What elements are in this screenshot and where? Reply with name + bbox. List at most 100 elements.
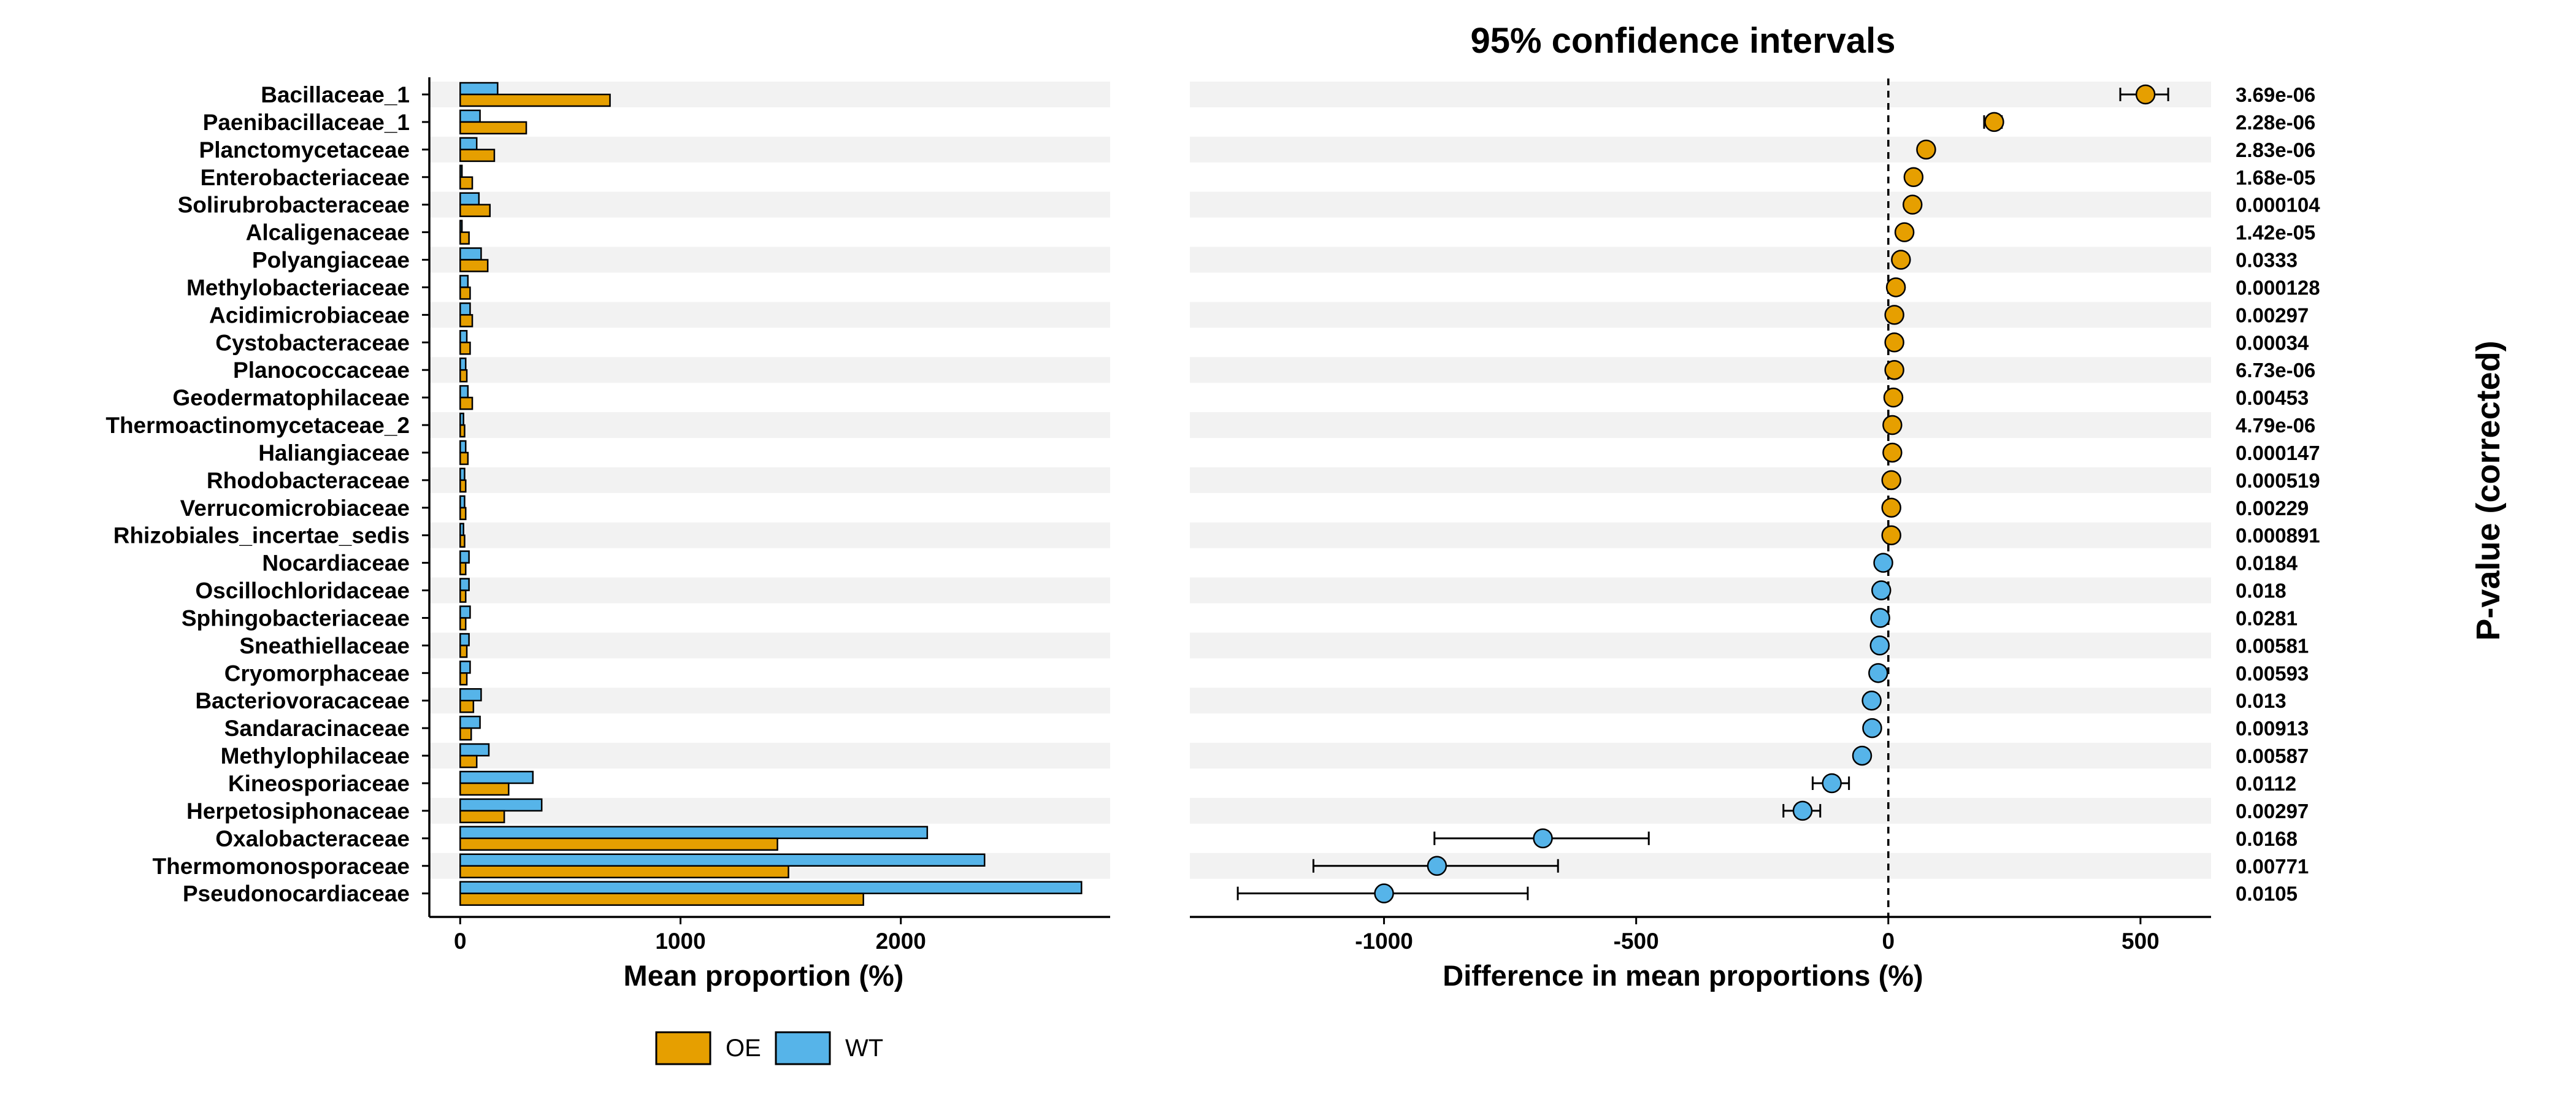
bar-wt [459, 82, 499, 96]
category-label: Bacteriovoracaceae [195, 688, 410, 713]
p-value: 2.28e-06 [2236, 111, 2315, 134]
bar-oe [459, 148, 496, 163]
p-value: 0.0333 [2236, 249, 2298, 272]
bar-oe [459, 645, 468, 658]
row-stripe [429, 191, 1110, 218]
p-value: 1.68e-05 [2236, 166, 2315, 189]
difference-point [1882, 442, 1903, 463]
difference-point [1881, 497, 1901, 518]
category-label: Geodermatophilaceae [172, 385, 410, 410]
p-value: 0.00297 [2236, 304, 2309, 326]
bar-wt [459, 440, 467, 454]
difference-point [1881, 525, 1901, 545]
difference-point [1916, 139, 1936, 160]
row-stripe [429, 797, 1110, 824]
bar-wt [459, 523, 464, 536]
difference-point [1862, 718, 1882, 738]
row-stripe [429, 302, 1110, 328]
bar-oe [459, 93, 611, 107]
bar-wt [459, 550, 470, 564]
category-label: Thermomonosporaceae [153, 854, 410, 879]
row-stripe [1190, 797, 2211, 824]
bar-oe [459, 562, 467, 575]
bar-wt [459, 715, 481, 729]
p-value-labels: 3.69e-06 2.28e-06 2.83e-06 1.68e-05 0.000104… [2236, 83, 2320, 905]
x-tick-label: -500 [1614, 929, 1659, 954]
left-panel-stripes [429, 82, 1110, 879]
bar-wt [459, 330, 468, 343]
p-value: 3.69e-06 [2236, 83, 2315, 106]
bar-wt [459, 853, 986, 867]
category-label: Rhizobiales_incertae_sedis [113, 523, 410, 548]
difference-point [1882, 415, 1903, 435]
bar-wt [459, 385, 469, 399]
category-label: Herpetosiphonaceae [186, 799, 410, 824]
difference-point [2135, 84, 2156, 105]
row-stripe [1190, 191, 2211, 218]
row-stripe [429, 688, 1110, 714]
category-label: Methylophilaceae [221, 743, 410, 769]
category-label: Alcaligenaceae [246, 220, 410, 245]
difference-point [1868, 663, 1888, 683]
legend-wt-label: WT [845, 1035, 883, 1062]
bar-oe [459, 314, 473, 328]
bar-wt [459, 247, 482, 261]
category-label: Bacillaceae_1 [261, 82, 410, 107]
bar-oe [459, 286, 471, 300]
p-value: 0.000519 [2236, 469, 2320, 492]
row-stripe [429, 632, 1110, 659]
bar-oe [459, 342, 471, 355]
row-stripe [429, 467, 1110, 493]
row-stripe [1190, 247, 2211, 273]
bar-oe [459, 396, 473, 410]
legend-wt-swatch [775, 1031, 831, 1065]
bar-wt [459, 881, 1083, 894]
row-stripe [1190, 302, 2211, 328]
category-label: Planctomycetaceae [199, 137, 410, 163]
p-value: 0.00581 [2236, 634, 2309, 657]
legend-oe-swatch [655, 1031, 711, 1065]
legend-oe-label: OE [726, 1035, 761, 1062]
bar-wt [459, 220, 463, 233]
bar-oe [459, 204, 491, 217]
bar-wt [459, 798, 543, 812]
bar-oe [459, 892, 864, 906]
p-value: 0.00034 [2236, 331, 2309, 354]
row-stripe [1190, 357, 2211, 383]
p-value: 0.000147 [2236, 442, 2320, 464]
x-tick-label: 1000 [655, 929, 705, 954]
category-label: Planococcaceae [233, 358, 410, 383]
x-tick-label: 0 [454, 929, 467, 954]
category-label: Pseudonocardiaceae [183, 881, 410, 907]
legend: OE WT [655, 1031, 883, 1065]
bar-oe [459, 699, 475, 713]
bar-oe [459, 589, 467, 603]
p-value: 0.0112 [2236, 772, 2296, 795]
bar-oe [459, 479, 467, 493]
category-label: Thermoactinomycetaceae_2 [105, 413, 410, 438]
bar-oe [459, 451, 469, 466]
row-stripe [429, 136, 1110, 163]
x-tick-label: 0 [1882, 929, 1895, 954]
bar-wt [459, 770, 534, 784]
row-stripe [429, 522, 1110, 548]
p-value: 0.000891 [2236, 524, 2320, 547]
p-value: 6.73e-06 [2236, 359, 2315, 381]
category-label: Rhodobacteraceae [207, 468, 410, 493]
category-label: Paenibacillaceae_1 [203, 110, 410, 135]
category-label: Polyangiaceae [252, 248, 410, 273]
x-tick-label: 500 [2122, 929, 2160, 954]
difference-points [1236, 84, 2169, 903]
bar-wt [459, 109, 481, 123]
bar-wt [459, 605, 471, 619]
difference-point [1884, 332, 1904, 353]
row-stripe [1190, 577, 2211, 604]
category-label: Acidimicrobiaceae [209, 302, 410, 328]
difference-point [1870, 608, 1890, 628]
bar-wt [459, 495, 466, 509]
bar-oe [459, 617, 467, 631]
bar-oe [459, 424, 466, 438]
bar-wt [459, 275, 469, 288]
bar-wt [459, 826, 929, 840]
difference-point [1885, 277, 1906, 297]
